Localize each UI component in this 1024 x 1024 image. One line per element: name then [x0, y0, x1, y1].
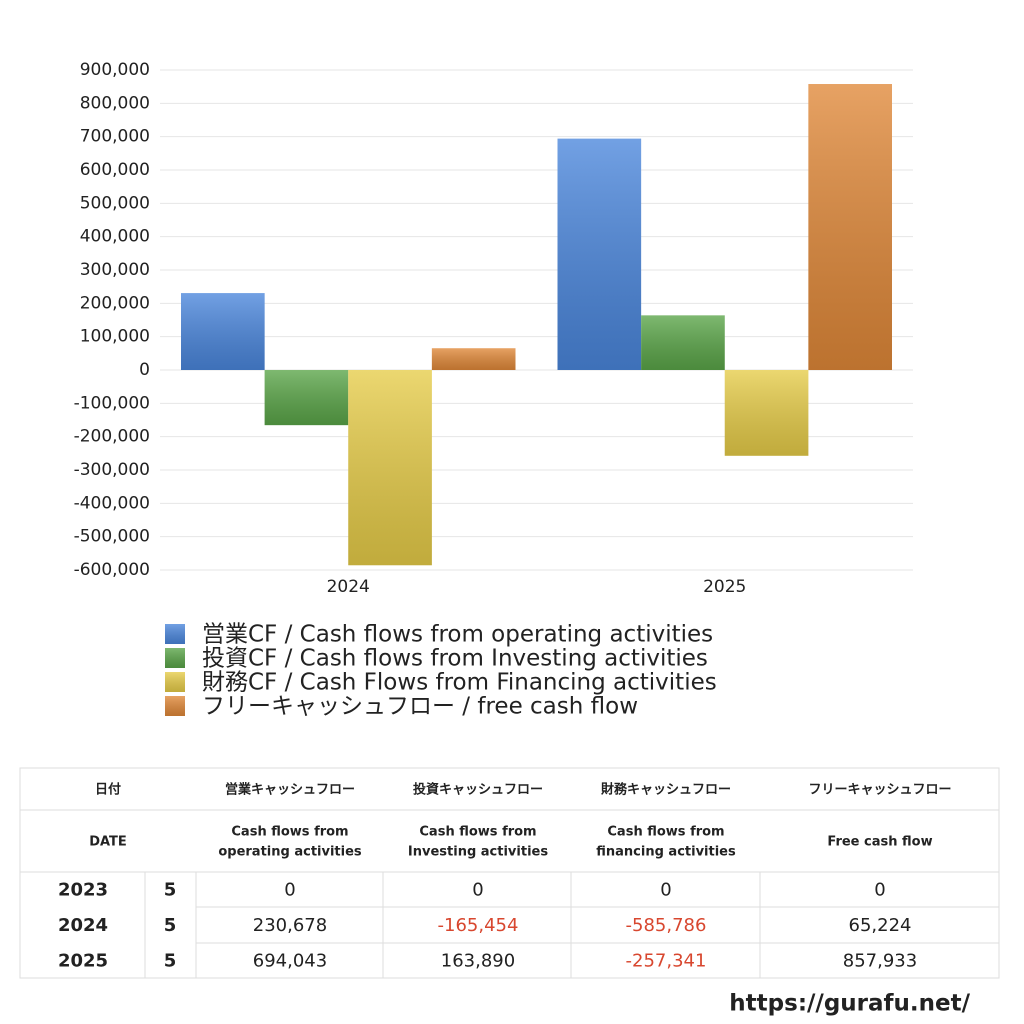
legend-swatch-shade	[165, 696, 185, 716]
subheader-cell: operating activities	[218, 845, 362, 860]
table-cell: -257,341	[626, 951, 707, 972]
table-border	[19, 767, 1000, 979]
y-tick-label: 0	[139, 360, 150, 380]
legend-label: 財務CF / Cash Flows from Financing activit…	[202, 670, 717, 696]
row-label: 2025	[58, 951, 108, 972]
row-label: 5	[164, 880, 177, 901]
legend-swatch-shade	[165, 624, 185, 644]
y-tick-label: 500,000	[80, 193, 150, 213]
subheader-cell: Cash flows from	[419, 825, 536, 840]
bar-shade	[431, 348, 516, 370]
bar-shade	[724, 370, 809, 456]
header-cell: 日付	[95, 782, 121, 798]
y-tick-label: 900,000	[80, 60, 150, 80]
subheader-cell: Investing activities	[408, 845, 548, 860]
table-cell: -585,786	[626, 915, 707, 936]
row-label: 2023	[58, 880, 108, 901]
table-cell: 0	[284, 880, 295, 901]
subheader-cell: financing activities	[596, 845, 736, 860]
bar-shade	[557, 138, 642, 370]
y-tick-label: 700,000	[80, 127, 150, 147]
bar-shade	[641, 315, 725, 370]
y-tick-label: -600,000	[74, 560, 150, 580]
bar-shade	[348, 370, 432, 566]
y-tick-label: 300,000	[80, 260, 150, 280]
legend-label: フリーキャッシュフロー / free cash flow	[202, 694, 638, 720]
legend-label: 投資CF / Cash flows from Investing activit…	[202, 646, 708, 672]
y-tick-label: 200,000	[80, 293, 150, 313]
y-tick-label: 800,000	[80, 93, 150, 113]
header-cell: フリーキャッシュフロー	[808, 783, 951, 798]
table-cell: 65,224	[849, 915, 912, 936]
bar-shade	[264, 370, 349, 426]
y-tick-label: 400,000	[80, 227, 150, 247]
header-cell: 投資キャッシュフロー	[413, 782, 543, 798]
legend-label: 営業CF / Cash flows from operating activit…	[202, 622, 713, 648]
subheader-cell: Cash flows from	[231, 825, 348, 840]
footer-url: https://gurafu.net/	[729, 991, 970, 1017]
y-tick-label: 100,000	[80, 327, 150, 347]
subheader-cell: DATE	[89, 835, 127, 850]
subheader-cell: Cash flows from	[607, 825, 724, 840]
bar-shade	[181, 293, 265, 370]
table-cell: 694,043	[253, 951, 327, 972]
header-cell: 営業キャッシュフロー	[225, 782, 355, 798]
y-tick-label: 600,000	[80, 160, 150, 180]
bar-shade	[808, 84, 892, 370]
x-tick-label: 2025	[703, 577, 746, 597]
y-tick-label: -400,000	[74, 493, 150, 513]
row-label: 5	[164, 915, 177, 936]
row-label: 2024	[58, 915, 108, 936]
table-cell: 0	[472, 880, 483, 901]
legend-swatch-shade	[165, 648, 185, 668]
table-cell: -165,454	[438, 915, 519, 936]
table-cell: 230,678	[253, 915, 327, 936]
table-cell: 163,890	[441, 951, 515, 972]
table-cell: 0	[660, 880, 671, 901]
header-cell: 財務キャッシュフロー	[600, 782, 731, 798]
table-cell: 0	[874, 880, 885, 901]
x-tick-label: 2024	[327, 577, 370, 597]
y-tick-label: -500,000	[74, 527, 150, 547]
chart: -600,000 -500,000 -400,000 -300,000 -200,000…	[74, 60, 913, 720]
y-tick-label: -200,000	[74, 427, 150, 447]
subheader-cell: Free cash flow	[827, 835, 932, 850]
y-tick-label: -100,000	[74, 393, 150, 413]
legend-swatch-shade	[165, 672, 185, 692]
y-tick-label: -300,000	[74, 460, 150, 480]
table-cell: 857,933	[843, 951, 917, 972]
data-table: 日付 営業キャッシュフロー 投資キャッシュフロー 財務キャッシュフロー フリーキャッシュ…	[19, 767, 1000, 979]
row-label: 5	[164, 951, 177, 972]
